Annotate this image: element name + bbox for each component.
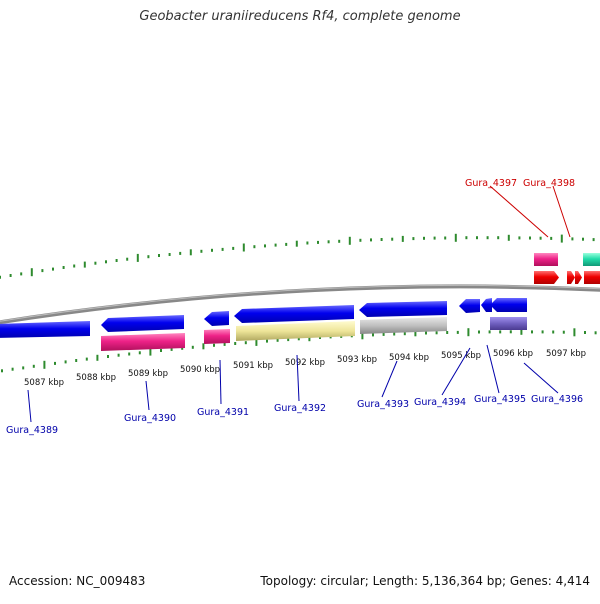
kbp-label: 5088 kbp: [76, 373, 116, 383]
kbp-label: 5087 kbp: [24, 378, 64, 388]
gene-label-gura_4395[interactable]: Gura_4395: [474, 394, 526, 405]
gene-labels: Gura_4397 Gura_4398 Gura_4389 Gura_4390 Gura…: [6, 178, 583, 436]
kbp-label: 5093 kbp: [337, 355, 377, 365]
rna-feature-4390[interactable]: [101, 333, 185, 351]
cds-feature-4394[interactable]: [459, 299, 480, 313]
gene-label-gura_4397[interactable]: Gura_4397: [465, 178, 517, 189]
leader-line: [552, 185, 571, 238]
misc-feature-4396[interactable]: [490, 317, 527, 330]
cds-feature-4395-a[interactable]: [481, 298, 492, 312]
gene-label-gura_4389[interactable]: Gura_4389: [6, 425, 58, 436]
genome-backbone: [0, 284, 600, 325]
leader-line: [523, 362, 559, 394]
cds-feature-4393[interactable]: [359, 301, 447, 317]
cds-feature-4395-b[interactable]: [490, 298, 527, 312]
leader-line: [486, 344, 500, 394]
kbp-scale-labels: 5087 kbp 5088 kbp 5089 kbp 5090 kbp 5091 kbp…: [24, 349, 586, 388]
gene-leader-lines: [27, 185, 571, 423]
leader-line: [489, 185, 549, 238]
gene-label-gura_4391[interactable]: Gura_4391: [197, 407, 249, 418]
cds-feature-4397[interactable]: [534, 271, 559, 284]
cds-feature-4392-a[interactable]: [234, 305, 354, 323]
cds-feature-4390[interactable]: [101, 315, 184, 332]
cds-feature-small-b[interactable]: [575, 271, 582, 284]
leader-line: [27, 389, 32, 423]
cds-feature-4389[interactable]: [0, 321, 90, 338]
cds-feature-small-a[interactable]: [567, 271, 575, 284]
genome-backbone-highlight: [0, 284, 600, 322]
kbp-label: 5096 kbp: [493, 349, 533, 359]
accession-label: Accession: NC_009483: [9, 574, 146, 588]
leader-line: [441, 347, 471, 396]
kbp-label: 5089 kbp: [128, 369, 168, 379]
gene-label-gura_4398[interactable]: Gura_4398: [523, 178, 575, 189]
upper-tick-marks: [0, 233, 595, 279]
gene-label-gura_4392[interactable]: Gura_4392: [274, 403, 326, 414]
rna-feature-4391[interactable]: [204, 329, 230, 344]
leader-line: [381, 360, 398, 398]
genome-title: Geobacter uraniireducens Rf4, complete g…: [139, 9, 461, 24]
leader-line: [296, 354, 300, 402]
teal-feature-outer[interactable]: [583, 253, 600, 266]
kbp-label: 5092 kbp: [285, 358, 325, 368]
outer-features: [534, 253, 600, 284]
gene-label-gura_4393[interactable]: Gura_4393: [357, 399, 409, 410]
inner-features: [0, 298, 527, 351]
leader-line: [145, 380, 150, 411]
cds-feature-4398[interactable]: [584, 271, 600, 284]
kbp-label: 5094 kbp: [389, 353, 429, 363]
gene-label-gura_4390[interactable]: Gura_4390: [124, 413, 176, 424]
genome-summary-label: Topology: circular; Length: 5,136,364 bp…: [260, 574, 590, 588]
kbp-label: 5095 kbp: [441, 351, 481, 361]
kbp-label: 5091 kbp: [233, 361, 273, 371]
misc-feature-4393[interactable]: [360, 317, 447, 334]
misc-feature-4392[interactable]: [236, 321, 355, 341]
kbp-label: 5097 kbp: [546, 349, 586, 359]
kbp-label: 5090 kbp: [180, 365, 220, 375]
rna-feature-outer[interactable]: [534, 253, 558, 266]
cds-feature-4391[interactable]: [204, 311, 229, 326]
leader-line: [219, 359, 222, 405]
gene-label-gura_4396[interactable]: Gura_4396: [531, 394, 583, 405]
gene-label-gura_4394[interactable]: Gura_4394: [414, 397, 466, 408]
